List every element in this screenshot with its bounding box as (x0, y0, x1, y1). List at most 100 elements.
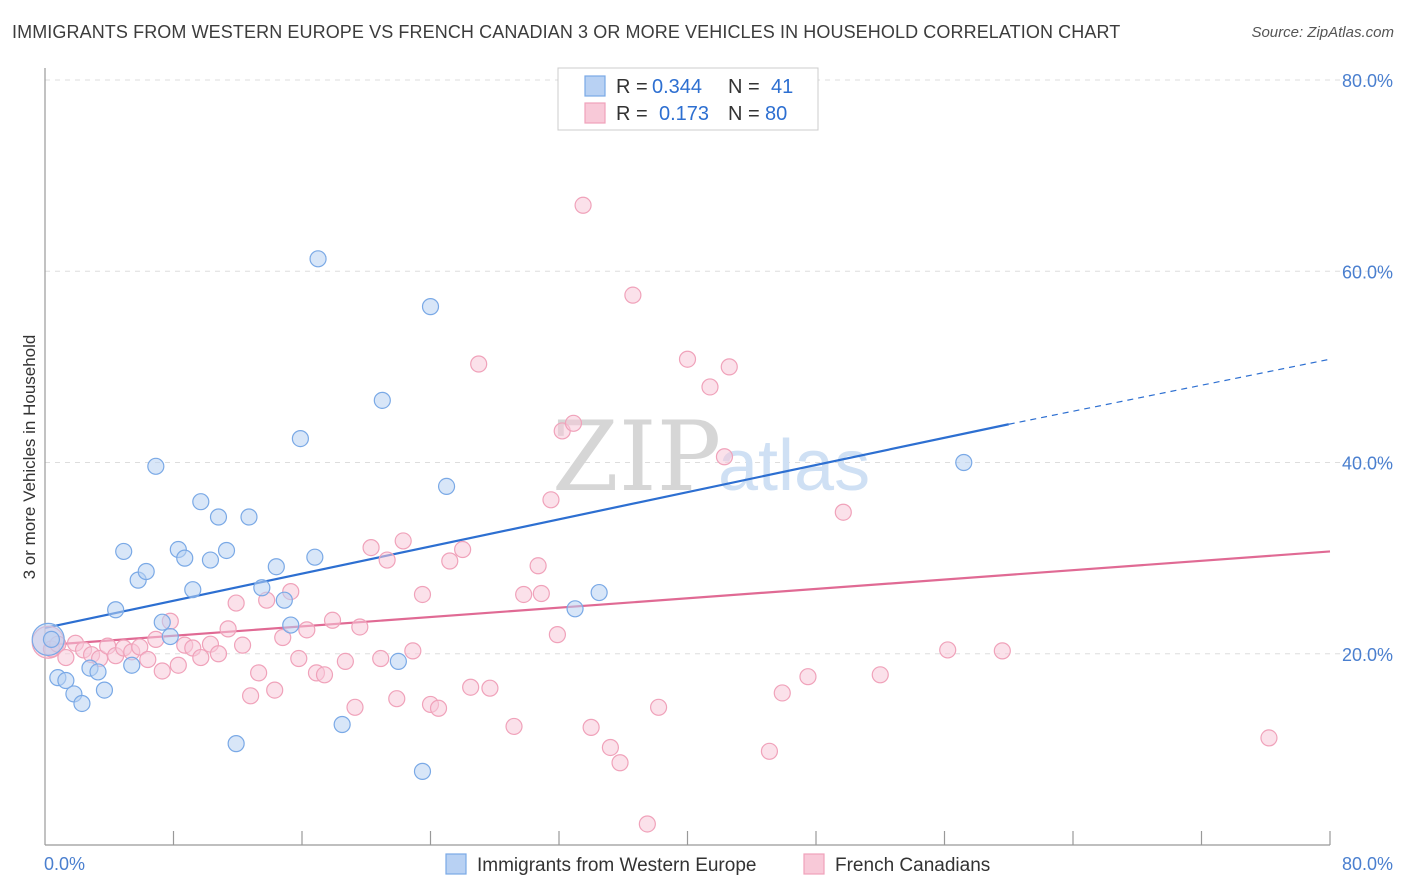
data-point (720, 358, 738, 376)
grid-lines (45, 79, 1393, 655)
data-point (462, 678, 480, 696)
legend-r-label-2: R = (616, 103, 648, 125)
data-point (470, 355, 488, 373)
data-point (362, 539, 380, 557)
watermark: ZIP atlas (552, 401, 870, 513)
data-point (871, 666, 889, 684)
data-point (649, 698, 668, 716)
data-point (266, 681, 284, 699)
data-point (346, 698, 364, 716)
data-point (566, 600, 584, 618)
data-point (298, 621, 316, 639)
data-point (267, 558, 285, 576)
trend-line-extension-1 (1008, 358, 1331, 425)
y-tick-label: 40.0% (1342, 454, 1393, 474)
watermark-atlas: atlas (718, 426, 870, 506)
bottom-legend: Immigrants from Western Europe French Ca… (445, 853, 990, 876)
y-tick-label: 60.0% (1342, 262, 1393, 282)
data-point (217, 541, 236, 560)
data-point (413, 585, 432, 604)
data-point (242, 687, 260, 705)
data-point (240, 508, 258, 526)
data-point (192, 493, 210, 511)
data-point (209, 508, 228, 526)
data-point (253, 579, 271, 597)
data-point (404, 642, 422, 660)
data-point (505, 717, 523, 736)
data-point (678, 350, 697, 368)
data-point (306, 548, 324, 566)
data-point (582, 718, 600, 736)
legend-n-label-1: N = (728, 76, 760, 98)
x-axis-ticks (172, 831, 1331, 845)
data-points (31, 196, 1278, 833)
y-axis-label: 3 or more Vehicles in Household (20, 335, 39, 580)
y-tick-label: 80.0% (1342, 71, 1393, 91)
data-point (429, 699, 448, 717)
legend-n-label-2: N = (728, 103, 760, 125)
data-point (95, 681, 114, 699)
data-point (611, 754, 629, 772)
legend-swatch-blue (584, 75, 606, 97)
data-point (601, 738, 620, 757)
bottom-legend-swatch-pink (803, 853, 825, 875)
source-label: Source: ZipAtlas.com (1251, 24, 1394, 41)
legend-n-value-1: 41 (771, 76, 793, 98)
y-tick-label: 20.0% (1342, 645, 1393, 665)
data-point (437, 477, 456, 496)
x-tick-label-min: 0.0% (44, 854, 85, 874)
data-point (192, 648, 210, 667)
data-point (153, 613, 171, 631)
data-point (548, 626, 566, 644)
data-point (274, 628, 292, 647)
data-point (373, 391, 391, 409)
data-point (147, 630, 165, 649)
data-point (799, 668, 817, 686)
chart-title: IMMIGRANTS FROM WESTERN EUROPE VS FRENCH… (12, 22, 1121, 42)
data-point (227, 735, 245, 753)
data-point (760, 742, 779, 760)
data-point (481, 679, 499, 697)
data-point (131, 638, 149, 656)
data-point (378, 551, 396, 569)
data-point (773, 684, 791, 702)
data-point (564, 414, 583, 432)
legend-n-value-2: 80 (765, 103, 787, 125)
data-point (333, 715, 351, 734)
data-point (441, 552, 459, 570)
trend-line-2 (44, 550, 1331, 647)
data-point (275, 591, 293, 609)
data-point (227, 594, 245, 612)
trend-lines (44, 358, 1331, 647)
data-point (201, 551, 220, 569)
data-point (515, 585, 533, 604)
data-point (413, 762, 432, 780)
data-point (107, 601, 125, 619)
legend-r-value-1: 0.344 (652, 76, 702, 98)
data-point (42, 630, 61, 649)
data-point (161, 627, 179, 646)
data-point (291, 429, 309, 448)
data-point (542, 491, 560, 509)
data-point (184, 581, 202, 599)
data-point (309, 250, 327, 268)
data-point (532, 584, 550, 603)
data-point (1260, 729, 1278, 747)
data-point (638, 815, 656, 833)
data-point (336, 652, 354, 671)
data-point (73, 694, 91, 713)
bottom-legend-swatch-blue (445, 853, 467, 875)
y-tick-labels: 20.0% 40.0% 60.0% 80.0% (1342, 71, 1393, 665)
data-point (282, 616, 300, 634)
data-point (590, 583, 608, 602)
data-point (123, 656, 141, 674)
data-point (209, 645, 228, 663)
x-tick-label-max: 80.0% (1342, 854, 1393, 874)
data-point (323, 611, 342, 629)
legend-r-value-2: 0.173 (659, 103, 709, 125)
data-point (715, 448, 734, 466)
data-point (315, 666, 334, 684)
data-point (388, 690, 406, 708)
data-point (57, 648, 75, 667)
legend-box: R = 0.344 N = 41 R = 0.173 N = 80 (557, 67, 819, 131)
